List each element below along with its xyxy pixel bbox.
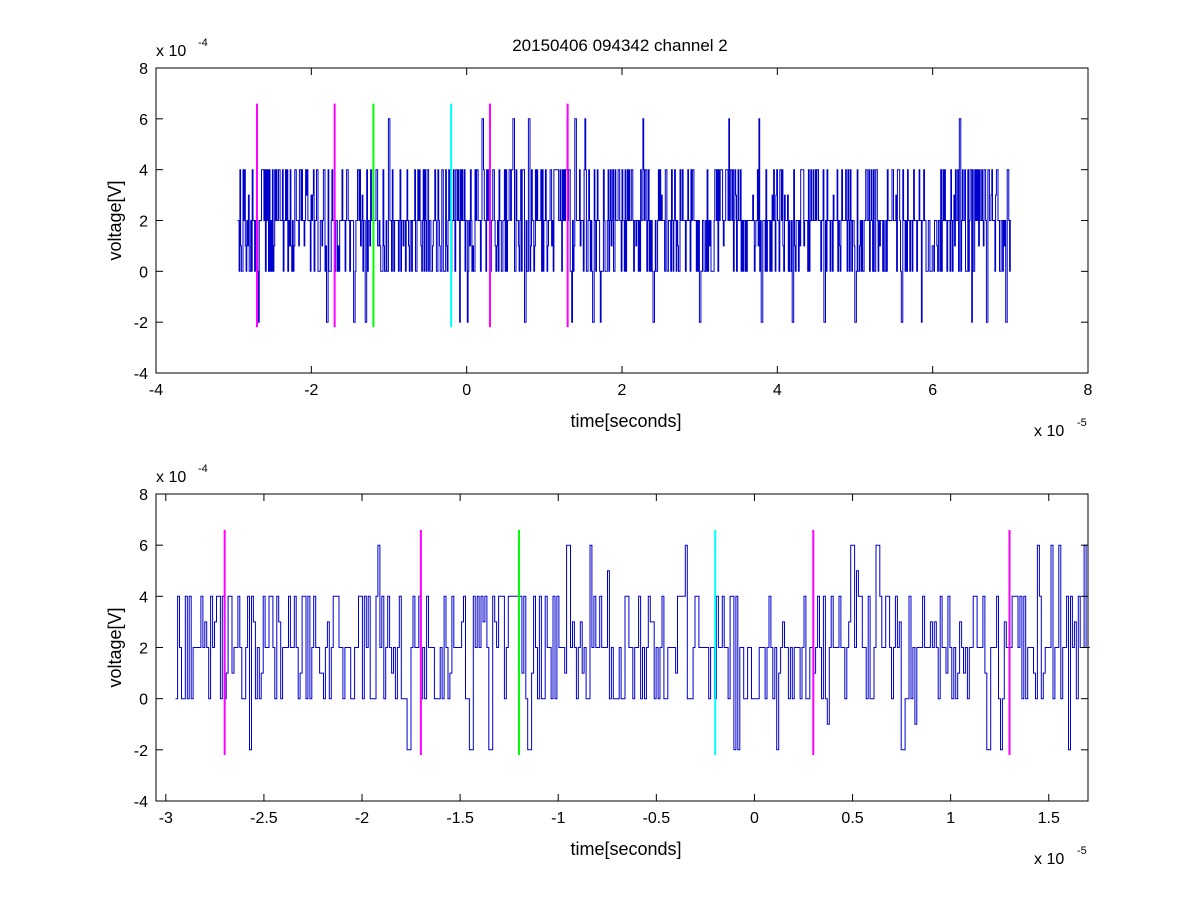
y-tick-label: 8 xyxy=(139,61,148,78)
y-tick-label: 6 xyxy=(139,112,148,129)
y-exponent-power: -4 xyxy=(198,37,208,49)
y-tick-label: 8 xyxy=(139,487,148,504)
y-tick-label: 2 xyxy=(139,641,148,658)
x-tick-label: 4 xyxy=(773,382,782,399)
x-exponent-power: -5 xyxy=(1077,845,1087,857)
figure-title: 20150406 094342 channel 2 xyxy=(512,36,728,55)
y-tick-label: -4 xyxy=(134,794,148,811)
y-exponent-label: x 10 xyxy=(156,469,186,486)
x-axis-label: time[seconds] xyxy=(570,839,681,859)
y-tick-label: 2 xyxy=(139,214,148,231)
y-tick-label: -2 xyxy=(134,315,148,332)
y-exponent-label: x 10 xyxy=(156,43,186,60)
signal-trace xyxy=(175,544,1090,751)
x-exponent-label: x 10 xyxy=(1034,423,1064,440)
top-chart: -4 -2 0 2 4 6 8 -4 -2 0 2 4 6 8 time[seconds] voltage[V… xyxy=(105,37,1093,440)
x-tick-label: 1.5 xyxy=(1038,810,1060,827)
x-tick-label: -4 xyxy=(149,382,163,399)
x-axis-label: time[seconds] xyxy=(570,411,681,431)
y-exponent-power: -4 xyxy=(198,463,208,475)
signal-trace xyxy=(237,118,1012,323)
x-tick-label: 0 xyxy=(750,810,759,827)
x-tick-label: 8 xyxy=(1084,382,1093,399)
x-tick-label: 1 xyxy=(946,810,955,827)
x-tick-label: 2 xyxy=(618,382,627,399)
x-exponent-power: -5 xyxy=(1077,417,1087,429)
y-tick-label: -4 xyxy=(134,366,148,383)
y-axis-label: voltage[V] xyxy=(105,180,125,260)
x-tick-label: -3 xyxy=(159,810,173,827)
y-tick-label: 0 xyxy=(139,692,148,709)
y-tick-label: 4 xyxy=(139,589,148,606)
x-tick-label: 0 xyxy=(462,382,471,399)
x-tick-label: 6 xyxy=(928,382,937,399)
bottom-chart: -3 -2.5 -2 -1.5 -1 -0.5 0 0.5 1 1.5 -4 -2 0 2 4 6 8 time[… xyxy=(105,463,1090,868)
x-tick-label: -2 xyxy=(355,810,369,827)
y-axis-label: voltage[V] xyxy=(105,607,125,687)
x-tick-label: -1 xyxy=(551,810,565,827)
x-tick-label: 0.5 xyxy=(841,810,863,827)
y-tick-label: -2 xyxy=(134,743,148,760)
y-tick-label: 0 xyxy=(139,264,148,281)
x-tick-label: -2.5 xyxy=(250,810,278,827)
y-tick-label: 4 xyxy=(139,163,148,180)
x-tick-label: -0.5 xyxy=(643,810,671,827)
x-tick-label: -2 xyxy=(304,382,318,399)
x-tick-label: -1.5 xyxy=(446,810,474,827)
y-tick-label: 6 xyxy=(139,538,148,555)
x-exponent-label: x 10 xyxy=(1034,851,1064,868)
